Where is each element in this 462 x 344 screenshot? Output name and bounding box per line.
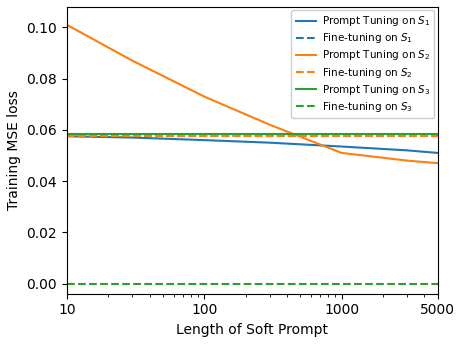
Prompt Tuning on $S_3$	[339, 132, 344, 136]
Prompt Tuning on $S_1$	[130, 136, 135, 140]
Prompt Tuning on $S_2$	[130, 59, 135, 63]
Prompt Tuning on $S_2$	[201, 95, 207, 99]
Prompt Tuning on $S_2$	[267, 123, 273, 127]
Fine-tuning on $S_3$	[435, 281, 440, 286]
Fine-tuning on $S_2$	[64, 134, 70, 138]
Legend: Prompt Tuning on $S_1$, Fine-tuning on $S_1$, Prompt Tuning on $S_2$, Fine-tunin: Prompt Tuning on $S_1$, Fine-tuning on $…	[292, 10, 434, 118]
Fine-tuning on $S_3$	[339, 281, 344, 286]
Fine-tuning on $S_2$	[130, 134, 135, 138]
Fine-tuning on $S_1$	[201, 134, 207, 138]
Fine-tuning on $S_2$	[435, 134, 440, 138]
Fine-tuning on $S_1$	[404, 134, 410, 138]
Fine-tuning on $S_3$	[267, 281, 273, 286]
Fine-tuning on $S_3$	[64, 281, 70, 286]
Prompt Tuning on $S_1$	[201, 138, 207, 142]
Fine-tuning on $S_2$	[201, 134, 207, 138]
Prompt Tuning on $S_3$	[130, 132, 135, 136]
Line: Prompt Tuning on $S_2$: Prompt Tuning on $S_2$	[67, 25, 438, 163]
Fine-tuning on $S_3$	[404, 281, 410, 286]
Prompt Tuning on $S_1$	[64, 134, 70, 138]
Fine-tuning on $S_1$	[130, 134, 135, 138]
Y-axis label: Training MSE loss: Training MSE loss	[7, 90, 21, 210]
Fine-tuning on $S_2$	[339, 134, 344, 138]
Fine-tuning on $S_1$	[64, 134, 70, 138]
Fine-tuning on $S_2$	[267, 134, 273, 138]
Prompt Tuning on $S_1$	[339, 144, 344, 149]
Line: Prompt Tuning on $S_1$: Prompt Tuning on $S_1$	[67, 136, 438, 153]
Prompt Tuning on $S_3$	[267, 132, 273, 136]
Fine-tuning on $S_1$	[435, 134, 440, 138]
Fine-tuning on $S_1$	[267, 134, 273, 138]
Prompt Tuning on $S_1$	[267, 141, 273, 145]
Fine-tuning on $S_2$	[404, 134, 410, 138]
Prompt Tuning on $S_3$	[404, 132, 410, 136]
Prompt Tuning on $S_3$	[64, 132, 70, 136]
Prompt Tuning on $S_2$	[339, 151, 344, 155]
Prompt Tuning on $S_3$	[201, 132, 207, 136]
Prompt Tuning on $S_2$	[64, 23, 70, 27]
Prompt Tuning on $S_1$	[435, 151, 440, 155]
Prompt Tuning on $S_2$	[404, 159, 410, 163]
X-axis label: Length of Soft Prompt: Length of Soft Prompt	[176, 323, 328, 337]
Fine-tuning on $S_3$	[130, 281, 135, 286]
Fine-tuning on $S_3$	[201, 281, 207, 286]
Fine-tuning on $S_1$	[339, 134, 344, 138]
Prompt Tuning on $S_2$	[435, 161, 440, 165]
Prompt Tuning on $S_3$	[435, 132, 440, 136]
Prompt Tuning on $S_1$	[404, 148, 410, 152]
